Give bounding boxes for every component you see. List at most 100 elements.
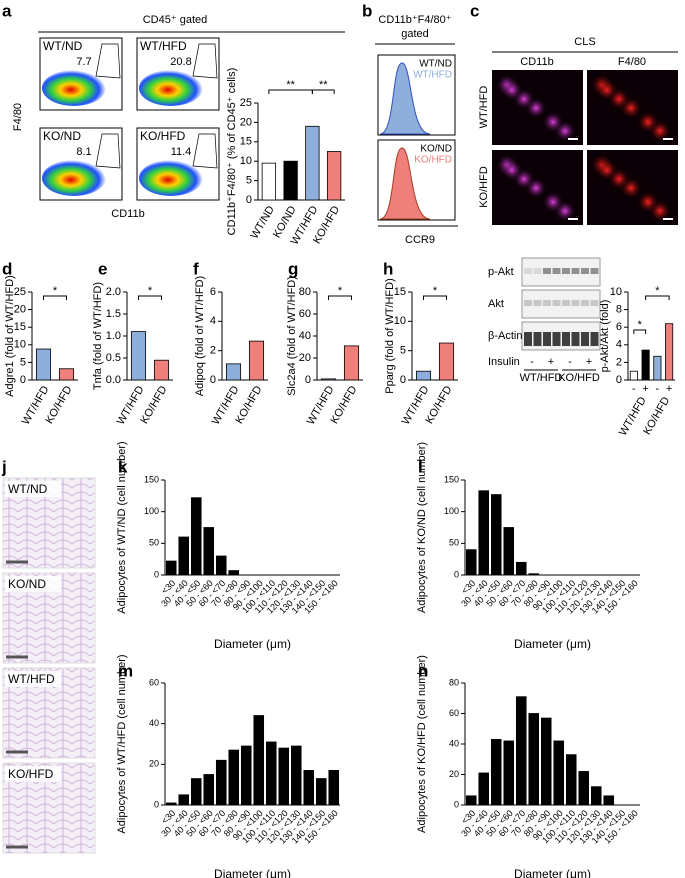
- blot-band: [533, 332, 542, 346]
- y-tick-label: 10: [610, 286, 622, 298]
- column-label: F4/80: [618, 56, 646, 68]
- y-axis-title: Slc2a4 (fold of WT/HFD): [286, 276, 298, 396]
- flow-gate: [95, 43, 121, 79]
- significance-bracket: [43, 295, 67, 300]
- y-axis-title: Tnfa (fold of WT/HFD): [92, 282, 104, 390]
- blot-band: [590, 332, 599, 346]
- blot-band: [524, 268, 532, 274]
- blot-band: [543, 268, 551, 274]
- y-axis-title: p-Akt/Akt (fold): [599, 300, 611, 373]
- bar: [438, 342, 455, 381]
- y-axis-title: Pparg (fold of WT/HFD): [384, 278, 396, 394]
- panel-header: CD45⁺ gated: [143, 14, 208, 26]
- bar: [528, 713, 540, 806]
- y-tick-label: 10: [394, 315, 406, 327]
- row-label: WT/HFD: [8, 672, 55, 686]
- row-label: KO/ND: [8, 577, 46, 591]
- panel-header: CLS: [574, 36, 595, 48]
- bar: [328, 770, 340, 806]
- bar: [153, 359, 170, 381]
- x-tick-label: -: [632, 383, 636, 395]
- row-label: KO/HFD: [8, 767, 54, 781]
- significance-label: *: [53, 285, 58, 297]
- y-tick-label: 4: [616, 339, 622, 351]
- y-tick-label: 60: [149, 677, 159, 687]
- bar: [665, 323, 674, 381]
- axis-title: F4/80: [12, 103, 24, 131]
- y-tick-label: 0: [454, 569, 459, 579]
- significance-bracket: [633, 329, 647, 334]
- y-tick-label: 50: [449, 538, 459, 548]
- stain: [596, 79, 618, 101]
- blot-band: [524, 300, 532, 306]
- bar: [603, 795, 615, 806]
- treatment-label: Insulin: [488, 356, 520, 368]
- y-tick-label: 5: [246, 175, 252, 187]
- panel-letter: n: [418, 661, 428, 680]
- stain: [637, 111, 659, 133]
- band-label: p-Akt: [488, 266, 514, 278]
- bar: [528, 573, 540, 576]
- significance-bracket: [328, 295, 352, 300]
- bar: [165, 802, 177, 806]
- y-tick-label: 5: [20, 356, 26, 368]
- y-tick-label: 60: [299, 308, 311, 320]
- y-tick-label: 0: [210, 374, 216, 386]
- y-axis-title: Adipocytes of KO/HFD (cell number): [416, 655, 428, 833]
- y-tick-label: 20: [14, 304, 26, 316]
- panel-letter: e: [98, 259, 107, 278]
- x-tick-label: +: [666, 383, 672, 395]
- y-tick-label: 50: [149, 538, 159, 548]
- bar: [490, 739, 502, 806]
- flow-value: 7.7: [76, 56, 91, 68]
- bar: [35, 348, 52, 381]
- flow-gate: [192, 133, 218, 169]
- bar: [240, 745, 252, 806]
- bar: [215, 759, 227, 806]
- flow-density: [42, 70, 106, 106]
- y-tick-label: 0: [305, 374, 311, 386]
- bar: [565, 754, 577, 806]
- panel-letter: f: [193, 259, 199, 278]
- bar: [478, 490, 490, 576]
- panel-letter: m: [118, 661, 133, 680]
- y-axis-title: Adipocytes of KO/ND (cell number): [416, 442, 428, 613]
- bar: [320, 378, 337, 381]
- bar: [490, 494, 502, 576]
- flow-density: [139, 160, 203, 196]
- y-tick-label: 20: [449, 769, 459, 779]
- axis-title: CD11b: [111, 208, 144, 220]
- blot-band: [590, 300, 599, 306]
- blot-band-area: [521, 257, 601, 287]
- y-tick-label: 1.0: [106, 330, 121, 342]
- bar: [590, 786, 602, 806]
- axis-title: CCR9: [405, 234, 435, 246]
- flow-gate: [192, 43, 218, 79]
- y-tick-label: 2: [210, 345, 216, 357]
- y-tick-label: 4: [210, 315, 216, 327]
- column-label: CD11b: [520, 56, 553, 68]
- significance-label: *: [655, 285, 660, 297]
- y-tick-label: 100: [444, 506, 459, 516]
- lane-label: -: [530, 356, 534, 368]
- flow-value: 8.1: [76, 146, 91, 158]
- bar: [315, 778, 327, 806]
- y-axis-title: Adipocytes of WT/HFD (cell number): [116, 654, 128, 833]
- y-axis-title: Adipoq (fold of WT/HFD): [194, 276, 206, 396]
- y-tick-label: 0: [246, 194, 252, 206]
- label-bg: [5, 576, 61, 592]
- significance-bracket: [138, 295, 162, 300]
- bar: [540, 717, 552, 806]
- y-tick-label: 1.5: [106, 308, 121, 320]
- x-axis-title: Diameter (μm): [514, 867, 591, 878]
- blot-band: [533, 268, 542, 274]
- label-bg: [5, 766, 61, 782]
- panel-header: gated: [401, 28, 429, 40]
- row-label: WT/HFD: [478, 86, 490, 129]
- stain: [596, 159, 618, 181]
- y-tick-label: 20: [299, 352, 311, 364]
- bar: [178, 536, 190, 576]
- blot-band: [581, 300, 589, 306]
- stain: [542, 191, 564, 213]
- bar: [641, 349, 650, 381]
